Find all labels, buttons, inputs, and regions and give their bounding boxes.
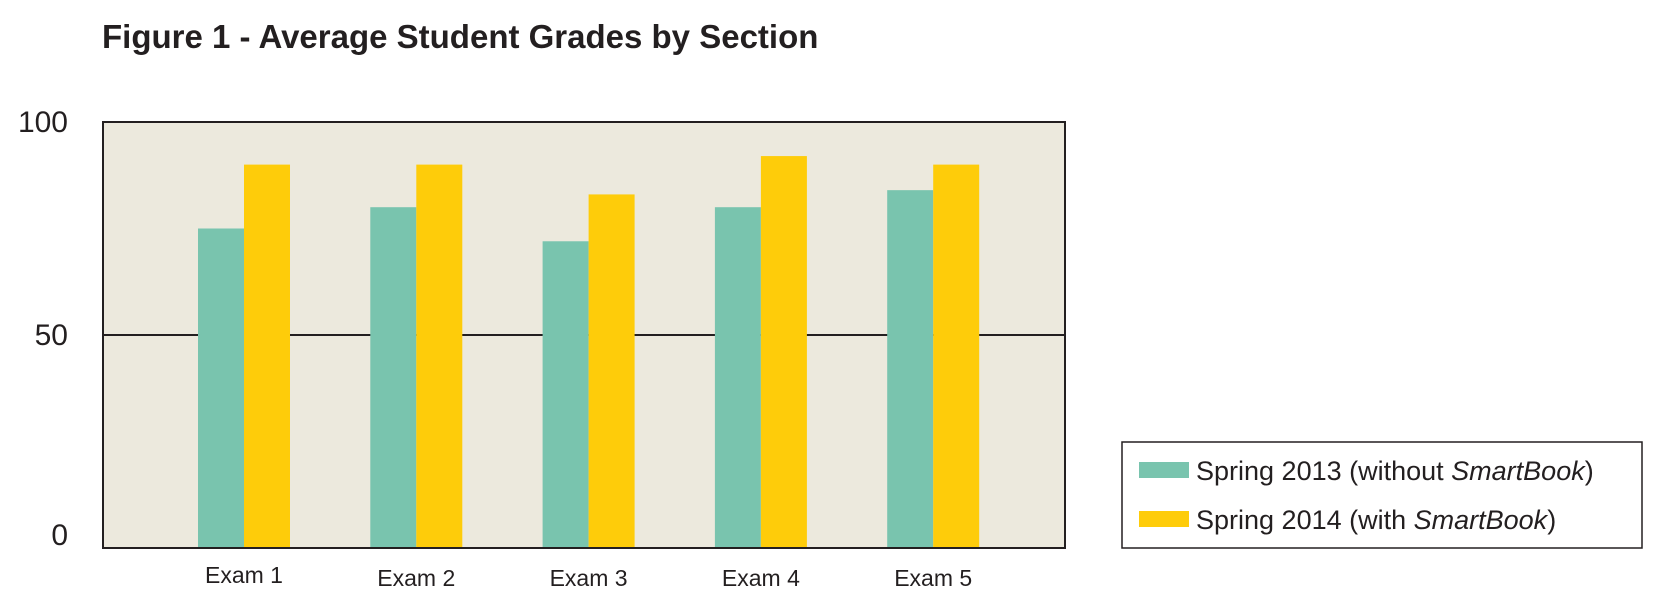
legend: Spring 2013 (without SmartBook) Spring 20… — [1121, 441, 1643, 549]
y-axis-ticks: 0 50 100 — [18, 106, 68, 552]
x-tick-label-exam-1: Exam 1 — [205, 562, 283, 588]
chart-title: Figure 1 - Average Student Grades by Sec… — [102, 18, 818, 55]
bar-series1-exam-4 — [714, 207, 761, 548]
bar-series2-exam-5 — [933, 164, 980, 548]
y-tick-label-50: 50 — [35, 319, 68, 352]
y-tick-label-0: 0 — [51, 519, 68, 552]
legend-box — [1121, 441, 1643, 549]
bar-series1-exam-1 — [198, 228, 244, 548]
legend-swatch-series2 — [1139, 511, 1189, 527]
y-tick-label-100: 100 — [18, 106, 68, 139]
legend-label-series2: Spring 2014 (with SmartBook) — [1196, 505, 1556, 535]
plot-frame — [102, 121, 1066, 549]
bar-series1-exam-2 — [370, 207, 417, 548]
legend-swatch-series1 — [1139, 462, 1189, 478]
bars — [198, 156, 980, 549]
bar-series1-exam-3 — [542, 241, 589, 548]
x-tick-label-exam-5: Exam 5 — [894, 565, 972, 591]
bar-series2-exam-3 — [588, 194, 635, 549]
bar-series2-exam-4 — [760, 156, 807, 548]
x-tick-label-exam-4: Exam 4 — [722, 565, 800, 591]
bar-series2-exam-2 — [416, 164, 463, 548]
bar-series1-exam-5 — [887, 190, 934, 548]
legend-label-series1: Spring 2013 (without SmartBook) — [1196, 456, 1594, 486]
x-tick-label-exam-3: Exam 3 — [550, 565, 628, 591]
x-tick-label-exam-2: Exam 2 — [377, 565, 455, 591]
bar-series2-exam-1 — [244, 164, 290, 548]
x-axis-ticks: Exam 1 Exam 2 Exam 3 Exam 4 Exam 5 — [205, 562, 972, 591]
